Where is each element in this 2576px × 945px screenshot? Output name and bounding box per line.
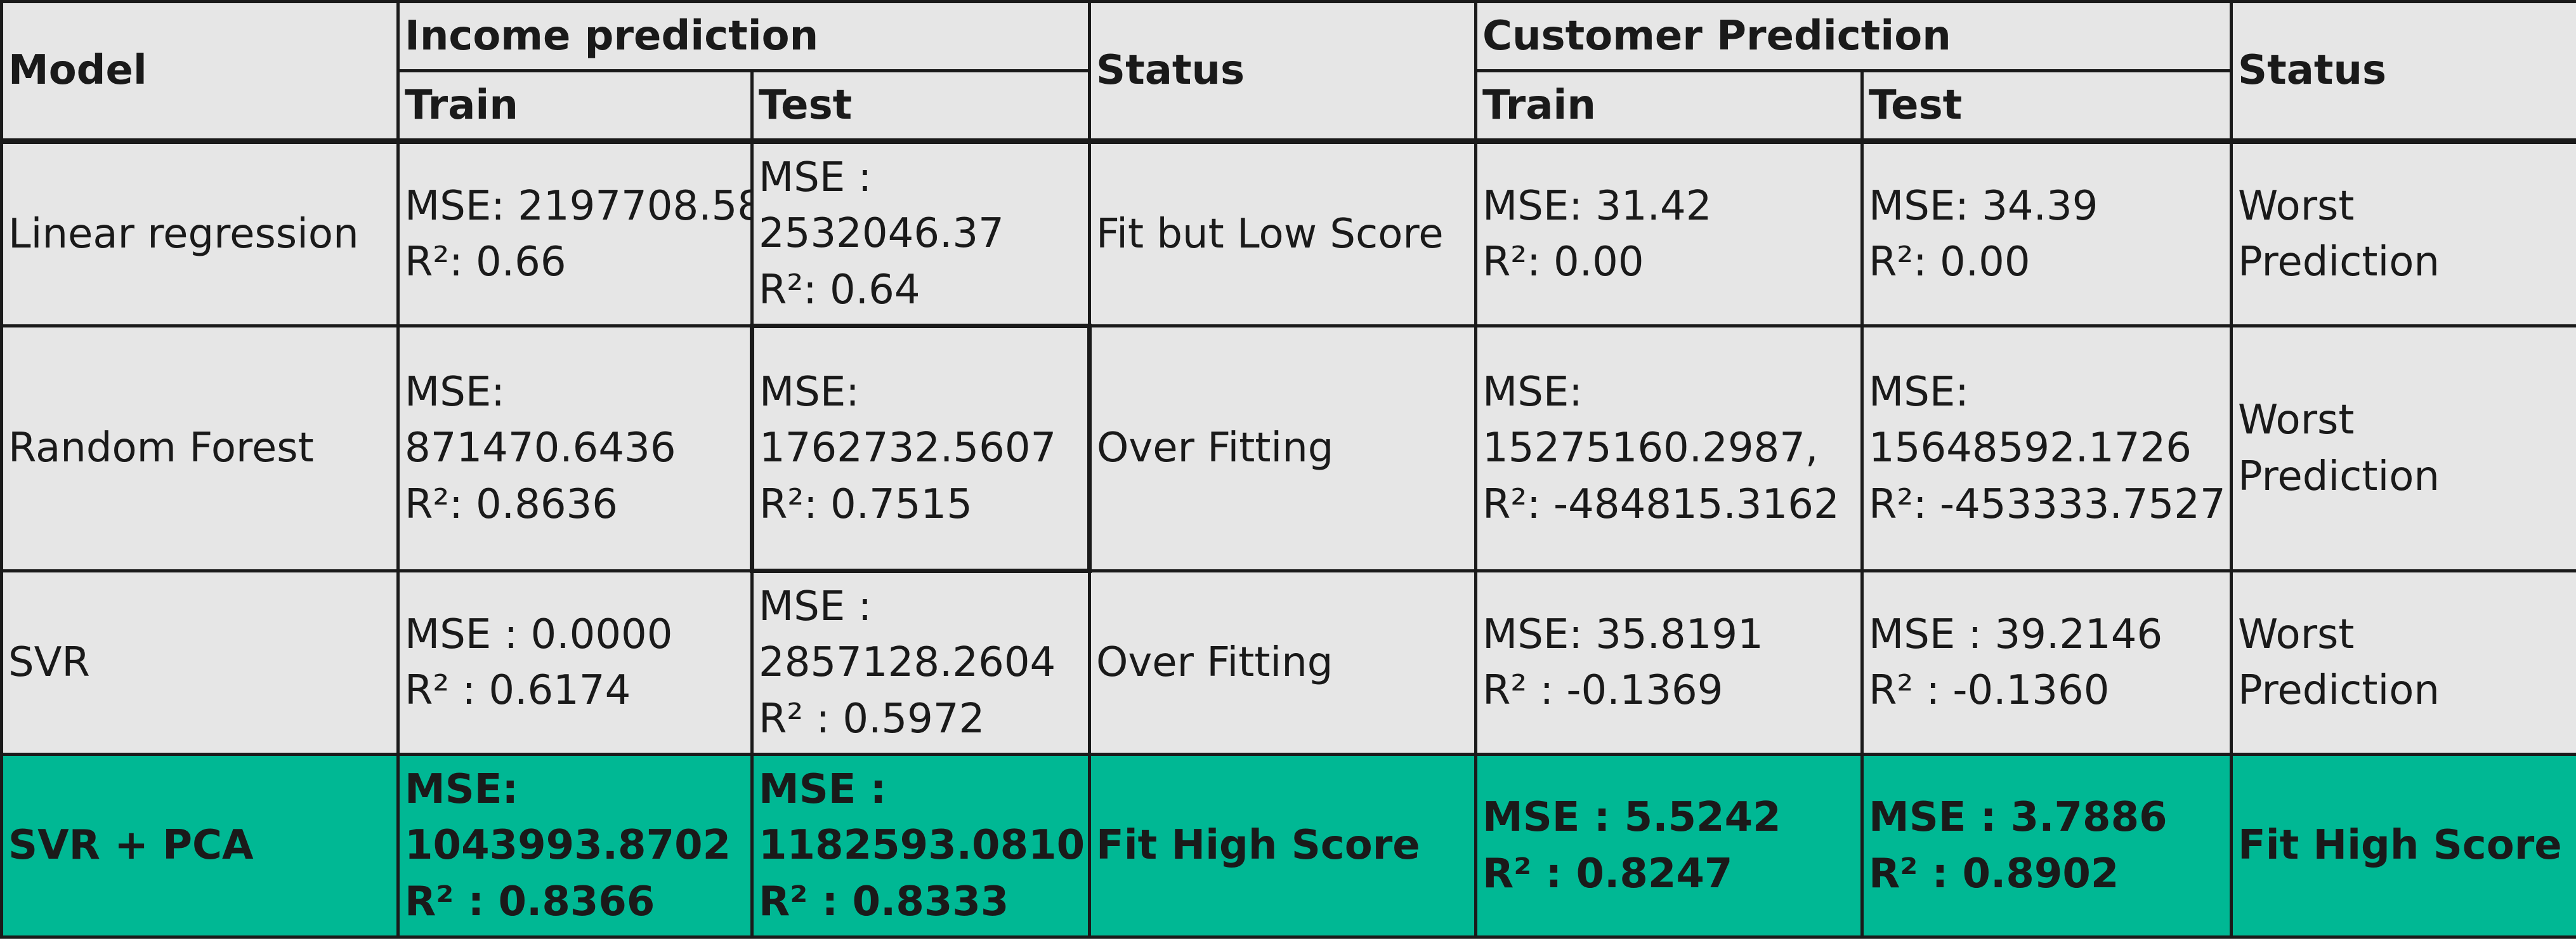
header-income-test: Test: [750, 69, 1091, 144]
status-text: Fit but Low Score: [1096, 210, 1444, 258]
table-row: Random Forest MSE: 871470.6436 R²: 0.863…: [0, 324, 2576, 573]
metric-line: MSE : 0.0000: [405, 611, 673, 658]
customer-train-cell: MSE: 31.42 R²: 0.00: [1474, 140, 1864, 327]
header-customer-train: Train: [1474, 69, 1864, 144]
customer-status-cell: Worst Prediction: [2230, 324, 2576, 572]
status-text: Fit High Score: [1096, 822, 1420, 869]
income-train-cell: MSE : 0.0000 R² : 0.6174: [396, 569, 754, 756]
model-name: SVR + PCA: [8, 822, 254, 869]
customer-status-cell: Fit High Score: [2230, 753, 2576, 939]
metric-line: R²: 0.00: [1482, 239, 1644, 286]
income-status-cell: Fit but Low Score: [1088, 140, 1477, 327]
customer-train-cell: MSE : 5.5242 R² : 0.8247: [1474, 753, 1864, 939]
metric-line: MSE : 3.7886: [1869, 794, 2167, 842]
table-row: Linear regression MSE: 2197708.58, R²: 0…: [0, 140, 2576, 327]
metric-line: R²: -484815.3162: [1482, 480, 1840, 528]
table-row-highlighted: SVR + PCA MSE: 1043993.8702 R² : 0.8366 …: [0, 753, 2576, 939]
customer-train-cell: MSE: 15275160.2987, R²: -484815.3162: [1474, 324, 1864, 572]
metric-line: 1043993.8702: [405, 822, 731, 869]
metric-line: R² : 0.5972: [759, 695, 985, 743]
metric-line: 1762732.5607: [759, 425, 1057, 472]
header-income-train: Train: [396, 69, 754, 144]
income-status-cell: Over Fitting: [1088, 569, 1477, 756]
customer-test-cell: MSE : 39.2146 R² : -0.1360: [1860, 569, 2233, 756]
income-status-cell: Over Fitting: [1088, 324, 1477, 572]
metric-line: R² : -0.1369: [1482, 667, 1723, 714]
status-text: Fit High Score: [2238, 822, 2562, 869]
status-text: Over Fitting: [1097, 425, 1334, 472]
metric-line: MSE : 5.5242: [1482, 794, 1781, 842]
metric-line: MSE :: [759, 583, 872, 631]
metric-line: MSE :: [759, 154, 872, 202]
metric-line: R²: 0.66: [405, 239, 566, 286]
model-cell: SVR + PCA: [0, 753, 400, 939]
header-row-groups: Model Income prediction Status Customer …: [0, 0, 2576, 144]
status-text: Over Fitting: [1096, 638, 1333, 686]
metric-line: 2532046.37: [759, 210, 1004, 258]
income-status-cell: Fit High Score: [1088, 753, 1477, 939]
metric-line: R²: -453333.7527: [1869, 480, 2226, 528]
table-row: SVR MSE : 0.0000 R² : 0.6174 MSE : 28571…: [0, 569, 2576, 756]
model-name: Random Forest: [8, 425, 314, 472]
header-income-prediction: Income prediction: [396, 0, 1091, 72]
customer-status-cell: Worst Prediction: [2230, 140, 2576, 327]
header-row-splits: Train Test Train Test: [2, 69, 2576, 144]
metric-line: MSE:: [759, 369, 860, 416]
metric-line: MSE: 31.42: [1482, 182, 1712, 230]
income-train-cell: MSE: 871470.6436 R²: 0.8636: [396, 324, 754, 572]
model-name: SVR: [8, 638, 90, 686]
status-text: Prediction: [2238, 667, 2440, 714]
metric-line: MSE:: [1869, 369, 1969, 416]
metric-line: MSE :: [759, 766, 887, 814]
metric-line: MSE:: [405, 766, 519, 814]
model-cell: Random Forest: [0, 324, 400, 572]
income-test-cell: MSE : 1182593.0810 R² : 0.8333: [750, 753, 1091, 939]
customer-test-cell: MSE: 34.39 R²: 0.00: [1860, 140, 2233, 327]
metric-line: 2857128.2604: [759, 639, 1056, 687]
metric-line: R² : 0.8366: [405, 878, 655, 925]
status-text: Worst: [2238, 182, 2355, 230]
metric-line: MSE : 39.2146: [1869, 611, 2163, 658]
metric-line: R² : 0.8902: [1869, 850, 2119, 897]
metric-line: 15648592.1726: [1869, 425, 2192, 472]
income-train-cell: MSE: 1043993.8702 R² : 0.8366: [396, 753, 754, 939]
header-income-status: Status: [1088, 0, 1477, 144]
metric-line: MSE: 2197708.58,: [405, 182, 752, 230]
income-test-cell-selected[interactable]: MSE: 1762732.5607 R²: 0.7515: [750, 324, 1092, 573]
customer-test-cell: MSE: 15648592.1726 R²: -453333.7527: [1860, 324, 2233, 572]
metric-line: 15275160.2987,: [1482, 425, 1819, 472]
header-customer-prediction: Customer Prediction: [1474, 0, 2233, 72]
customer-status-cell: Worst Prediction: [2230, 569, 2576, 756]
metric-line: R²: 0.7515: [759, 480, 972, 528]
customer-test-cell: MSE : 3.7886 R² : 0.8902: [1860, 753, 2233, 939]
customer-train-cell: MSE: 35.8191 R² : -0.1369: [1474, 569, 1864, 756]
metric-line: R²: 0.8636: [405, 480, 618, 528]
metric-line: R² : 0.8247: [1482, 850, 1733, 897]
header-customer-test: Test: [1860, 69, 2233, 144]
metric-line: R²: 0.64: [759, 266, 920, 314]
metric-line: MSE:: [405, 369, 505, 416]
header-customer-status: Status: [2230, 0, 2576, 144]
metric-line: R² : 0.6174: [405, 667, 631, 714]
status-text: Worst: [2238, 397, 2355, 444]
status-text: Prediction: [2238, 453, 2440, 500]
model-cell: SVR: [0, 569, 400, 756]
metric-line: 871470.6436: [405, 425, 676, 472]
metric-line: 1182593.0810: [759, 822, 1085, 869]
income-train-cell: MSE: 2197708.58, R²: 0.66: [396, 140, 754, 327]
income-test-cell: MSE : 2857128.2604 R² : 0.5972: [750, 569, 1091, 756]
income-test-cell: MSE : 2532046.37 R²: 0.64: [750, 140, 1091, 327]
metric-line: MSE:: [1482, 369, 1583, 416]
header-model: Model: [0, 0, 400, 144]
status-text: Worst: [2238, 611, 2355, 658]
status-text: Prediction: [2238, 239, 2440, 286]
model-name: Linear regression: [8, 210, 359, 258]
metric-line: R²: 0.00: [1869, 239, 2030, 286]
metric-line: MSE: 34.39: [1869, 182, 2098, 230]
metric-line: R² : 0.8333: [759, 878, 1009, 925]
metric-line: MSE: 35.8191: [1482, 611, 1763, 658]
model-cell: Linear regression: [0, 140, 400, 327]
metric-line: R² : -0.1360: [1869, 667, 2110, 714]
